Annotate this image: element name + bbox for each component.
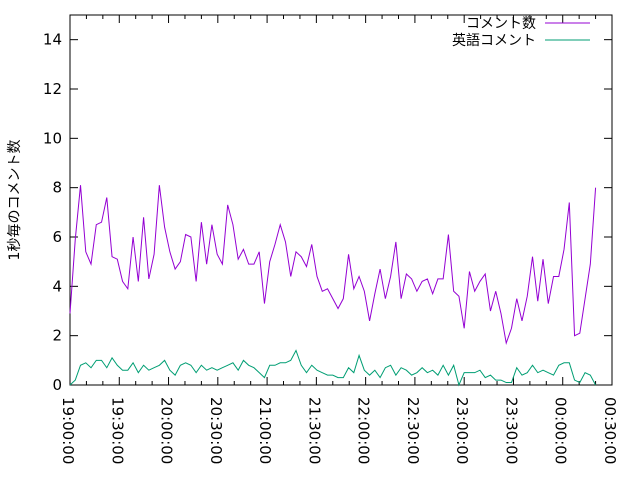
series-group xyxy=(69,185,597,387)
x-tick-label: 00:30:00 xyxy=(601,397,619,464)
x-tick-label: 19:30:00 xyxy=(108,397,126,464)
series-line-2 xyxy=(69,349,597,387)
y-axis-label: 1秒毎のコメント数 xyxy=(7,140,23,261)
series-line-1 xyxy=(69,185,597,346)
x-tick-label: 00:00:00 xyxy=(552,397,570,464)
y-tick-label: 8 xyxy=(52,179,62,197)
x-tick-label: 21:00:00 xyxy=(256,397,274,464)
x-tick-label: 22:00:00 xyxy=(355,397,373,464)
y-tick-label: 14 xyxy=(43,31,62,49)
y-tick-label: 12 xyxy=(43,80,62,98)
x-tick-label: 19:00:00 xyxy=(59,397,77,464)
y-tick-label: 6 xyxy=(52,228,62,246)
y-tick-label: 0 xyxy=(52,376,62,394)
y-tick-label: 2 xyxy=(52,327,62,345)
y-tick-label: 4 xyxy=(52,277,62,295)
legend-label: 英語コメント xyxy=(452,32,536,49)
legend-label: コメント数 xyxy=(466,16,536,32)
axes-group xyxy=(69,14,613,386)
x-tick-label: 20:30:00 xyxy=(207,397,225,464)
x-tick-label: 23:30:00 xyxy=(502,397,520,464)
x-tick-label: 21:30:00 xyxy=(305,397,323,464)
x-tick-label: 22:30:00 xyxy=(404,397,422,464)
x-tick-label: 23:00:00 xyxy=(453,397,471,464)
y-tick-label: 10 xyxy=(43,129,62,147)
tick-labels-group: 0 2 4 6 8 10 12 14 19:00:00 19:30:00 20:00:00 20:30… xyxy=(7,31,619,465)
plot-frame xyxy=(69,14,613,386)
x-tick-label: 20:00:00 xyxy=(158,397,176,464)
